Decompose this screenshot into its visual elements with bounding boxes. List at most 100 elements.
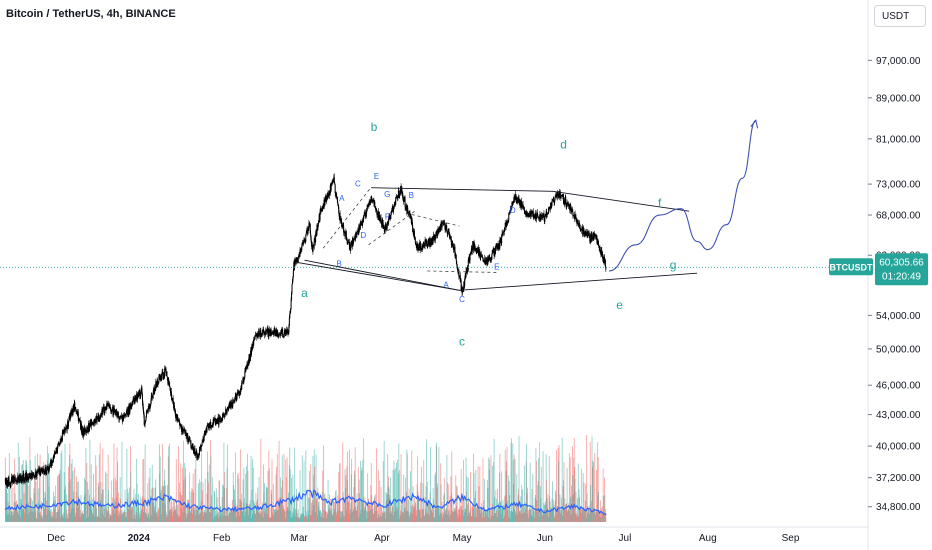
volume-bar [363,438,365,522]
volume-bar [574,467,576,522]
candle-body [360,221,362,225]
candle-body [475,251,477,253]
volume-bar [340,511,341,522]
volume-bar [556,513,558,522]
volume-bar [50,509,52,522]
volume-bar [516,474,518,522]
volume-bar [67,513,69,522]
volume-bar [470,472,471,522]
volume-bar [458,509,459,522]
volume-bar [93,497,95,522]
candle-body [24,480,26,482]
volume-bar [200,500,202,522]
volume-bar [403,508,405,522]
volume-bar [40,501,42,522]
volume-bar [462,509,464,522]
volume-bar [120,514,122,522]
volume-bar [32,500,33,522]
volume-bar [554,500,556,522]
volume-bar [10,507,12,522]
volume-bar [388,476,389,522]
volume-bar [101,493,102,522]
volume-bar [311,502,312,522]
volume-bar [142,459,144,522]
candle-body [327,195,329,200]
candle-body [27,476,29,481]
volume-bar [352,496,353,522]
volume-bar [203,515,204,522]
candle-body [163,375,165,379]
volume-bar [496,510,498,522]
candle-body [598,244,600,247]
volume-bar [436,442,438,522]
candle-body [343,225,345,233]
volume-bar [524,502,526,522]
volume-bar [458,508,460,522]
volume-bar [257,487,259,522]
volume-bar [196,510,198,522]
volume-bar [364,497,366,522]
volume-bar [146,517,148,522]
volume-bar [443,495,445,522]
candle-body [294,261,296,269]
volume-bar [520,496,522,522]
volume-bar [69,454,70,522]
volume-bar [227,514,229,522]
candle-body [157,382,159,385]
volume-bar [249,500,251,522]
volume-bar [125,516,126,522]
candle-body [40,468,42,472]
volume-bar [73,491,74,522]
volume-bar [371,509,373,522]
volume-bar [568,503,570,522]
candle-body [559,192,561,198]
volume-bar [68,481,70,522]
candle-body [567,203,569,207]
volume-bar [280,487,282,522]
candle-body [29,475,31,477]
volume-bar [158,507,159,522]
x-tick-label: Jun [537,533,553,544]
volume-bar [433,498,434,522]
sub-wave-label: A [339,194,345,203]
candle-body [51,460,53,464]
volume-bar [382,461,384,522]
volume-bar [390,513,392,522]
candle-body [318,222,320,224]
volume-bar [33,487,35,522]
volume-bar [129,487,130,522]
candle-body [342,225,344,226]
volume-bar [445,510,446,522]
candle-body [40,472,42,476]
volume-bar [604,495,606,522]
volume-bar [484,509,486,522]
volume-bar [324,493,326,522]
currency-selector-button[interactable]: USDT [874,5,926,27]
volume-bar [481,511,483,522]
volume-bar [499,472,500,522]
candle-body [210,422,212,426]
candle-body [110,408,112,412]
volume-bar [243,467,245,522]
volume-bar [414,501,416,522]
volume-bar [475,508,477,522]
candle-body [262,329,264,335]
volume-bar [564,498,566,522]
volume-bar [207,451,208,522]
volume-bar [11,511,13,522]
volume-bar [474,497,475,522]
candle-body [578,225,580,227]
volume-bar [427,502,429,522]
candle-body [410,214,412,217]
volume-bar [526,443,527,522]
candle-body [65,426,67,428]
volume-bar [132,507,134,522]
candle-body [521,201,523,207]
volume-bar [20,499,22,522]
volume-bar [152,487,154,522]
candle-body [102,406,104,410]
candle-body [104,407,106,413]
volume-bar [560,513,561,522]
volume-bar [270,489,272,522]
